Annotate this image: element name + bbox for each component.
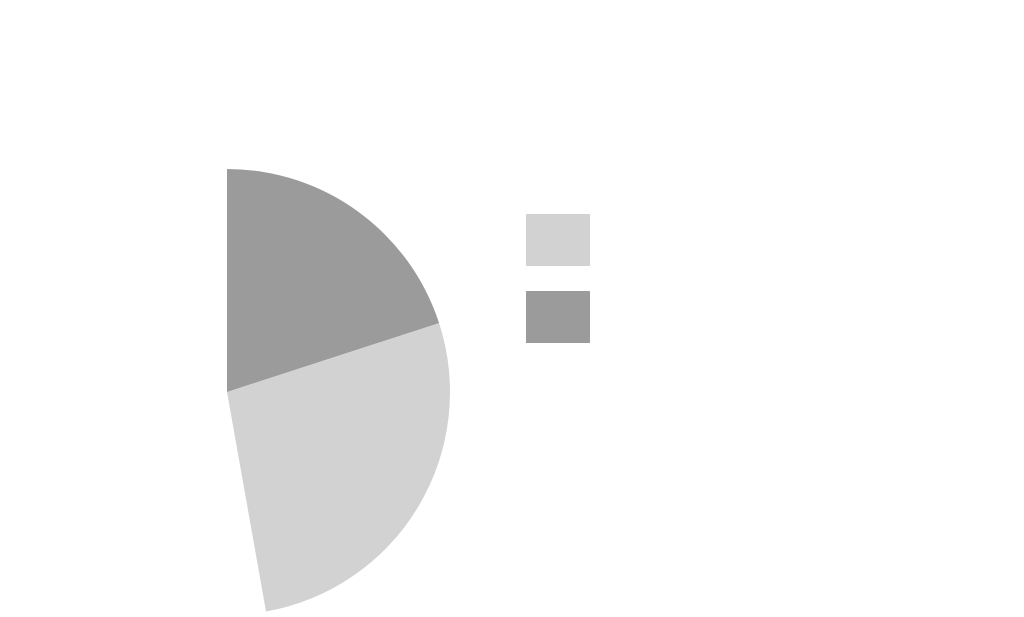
pie-slices [227, 169, 451, 612]
legend-swatch-1 [526, 214, 590, 266]
legend [526, 214, 590, 343]
pie-slice-1 [227, 169, 440, 392]
legend-swatch-2 [526, 291, 590, 343]
pie-slice-2 [227, 323, 451, 612]
